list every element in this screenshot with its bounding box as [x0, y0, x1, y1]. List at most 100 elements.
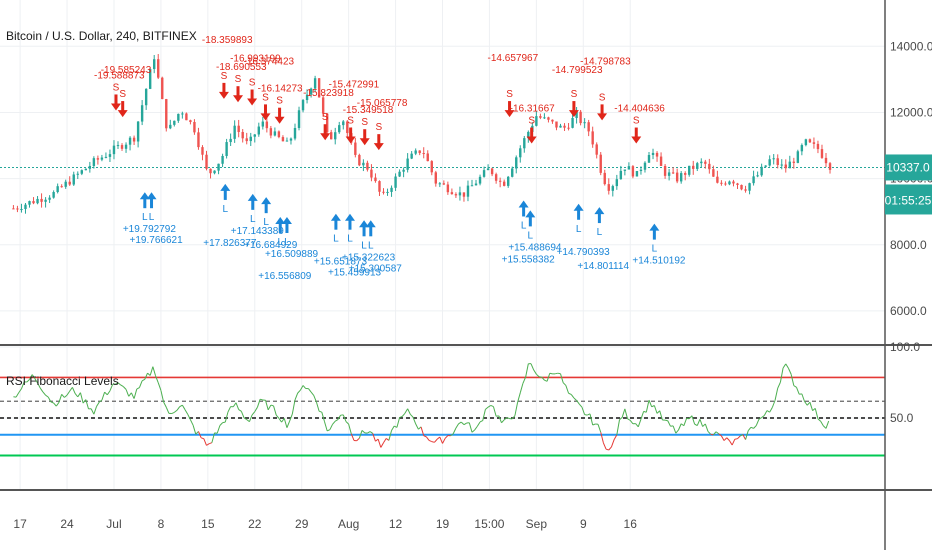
sell-signal-letter: S — [506, 89, 513, 100]
candle-down — [777, 158, 779, 165]
time-tick-label: Sep — [526, 517, 548, 531]
candle-up — [225, 142, 227, 156]
candle-up — [644, 163, 646, 170]
candle-down — [201, 147, 203, 155]
buy-arrow-shaft — [265, 203, 268, 213]
candle-up — [386, 192, 388, 193]
candle-down — [817, 144, 819, 149]
candle-down — [567, 128, 569, 129]
candle-down — [431, 161, 433, 172]
candle-down — [97, 158, 99, 159]
buy-signal-value: +15.488694 — [508, 242, 562, 253]
candle-up — [294, 128, 296, 139]
candle-up — [65, 182, 67, 187]
sell-signal-value: -15.472991 — [329, 80, 380, 91]
candle-up — [768, 159, 770, 165]
sell-signal-value: -16.374423 — [244, 56, 295, 67]
candle-up — [439, 183, 441, 184]
candle-up — [52, 192, 54, 198]
sell-signal-letter: S — [249, 78, 256, 89]
candle-down — [708, 164, 710, 169]
candle-down — [278, 131, 280, 137]
candle-up — [696, 163, 698, 169]
buy-signal-letter: L — [521, 220, 527, 231]
rsi-segment — [558, 373, 561, 374]
candle-up — [459, 192, 461, 195]
candle-down — [539, 116, 541, 118]
candle-down — [435, 172, 437, 183]
candle-up — [789, 162, 791, 169]
candle-down — [587, 122, 589, 131]
candle-up — [173, 121, 175, 125]
sell-arrow-shaft — [251, 90, 254, 100]
buy-signal-value: +14.790393 — [557, 247, 611, 258]
candle-down — [672, 172, 674, 173]
candle-up — [519, 148, 521, 157]
candle-down — [382, 192, 384, 193]
candle-up — [620, 171, 622, 179]
time-tick-label: 15 — [201, 517, 215, 531]
candle-up — [105, 157, 107, 158]
buy-signal-letter: L — [368, 240, 374, 251]
candle-down — [209, 169, 211, 173]
buy-signal-value: +19.792792 — [123, 224, 177, 235]
rsi-segment — [432, 442, 435, 443]
candle-up — [475, 184, 477, 186]
sell-arrow-shaft — [278, 108, 281, 118]
candle-up — [756, 175, 758, 176]
candle-up — [628, 166, 630, 169]
sell-signal-letter: S — [347, 116, 354, 127]
price-tick-label: 8000.0 — [890, 238, 927, 252]
rsi-segment — [735, 439, 738, 440]
candle-up — [258, 127, 260, 135]
candle-up — [402, 170, 404, 172]
candle-up — [153, 59, 155, 69]
buy-signal-value: +15.322623 — [342, 252, 396, 263]
candle-down — [829, 163, 831, 170]
time-tick-label: Jul — [106, 517, 121, 531]
candle-up — [229, 139, 231, 142]
candle-up — [145, 89, 147, 105]
candle-down — [282, 137, 284, 141]
rsi-segment — [550, 373, 553, 374]
candle-down — [491, 168, 493, 174]
candle-up — [559, 126, 561, 128]
buy-signal-value: +17.143389 — [231, 226, 285, 237]
candle-down — [419, 150, 421, 153]
sell-signal-value: -16.31667 — [510, 104, 555, 115]
buy-arrow-shaft — [522, 206, 525, 216]
candle-up — [394, 177, 396, 188]
candle-up — [781, 165, 783, 166]
sell-signal-letter: S — [361, 117, 368, 128]
candle-up — [797, 151, 799, 163]
buy-arrow-shaft — [143, 198, 146, 208]
sell-arrow-shaft — [377, 134, 380, 144]
candle-up — [28, 201, 30, 205]
candle-down — [161, 78, 163, 99]
candle-up — [652, 153, 654, 155]
candle-down — [495, 174, 497, 181]
sell-arrow-shaft — [572, 101, 575, 111]
candle-up — [117, 145, 119, 146]
candle-up — [342, 121, 344, 125]
indicator-title[interactable]: RSI Fibonacci Levels — [6, 374, 119, 388]
sell-arrow-shaft — [530, 128, 533, 138]
rsi-segment — [711, 434, 714, 435]
candle-up — [77, 174, 79, 175]
candle-down — [366, 163, 368, 170]
candle-down — [32, 201, 34, 203]
buy-signal-value: +14.801114 — [577, 261, 629, 272]
candle-down — [813, 142, 815, 144]
candle-down — [270, 128, 272, 135]
sell-arrow-shaft — [324, 124, 327, 134]
candle-up — [362, 163, 364, 166]
buy-signal-letter: L — [347, 234, 353, 245]
time-tick-label: 16 — [624, 517, 638, 531]
buy-arrow-shaft — [279, 223, 282, 233]
candle-down — [563, 126, 565, 128]
candle-up — [752, 176, 754, 183]
candle-down — [165, 99, 167, 128]
